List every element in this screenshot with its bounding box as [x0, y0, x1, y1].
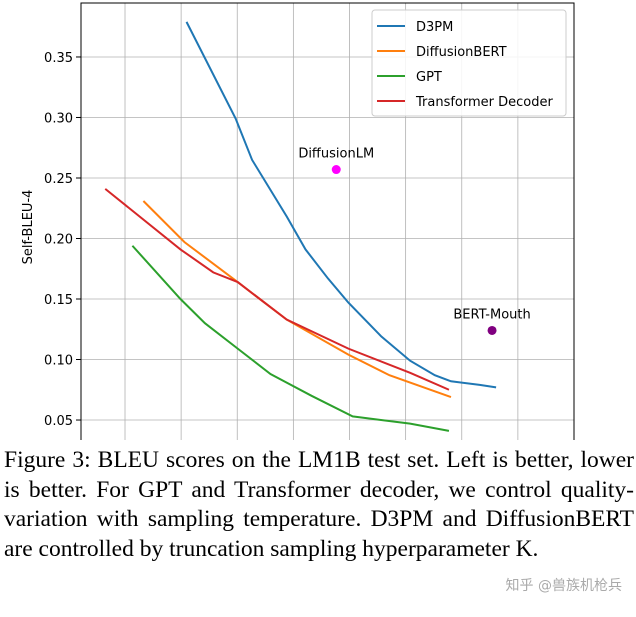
point-diffusionlm [331, 165, 341, 175]
point-label: DiffusionLM [298, 147, 374, 162]
point-bert-mouth [487, 325, 497, 335]
y-tick-label: 0.10 [44, 354, 73, 369]
series-line-d3pm [185, 21, 497, 389]
series-line-transformer-decoder [104, 188, 450, 391]
y-tick-label: 0.15 [44, 293, 73, 308]
legend-entry: DiffusionBERT [416, 45, 507, 60]
y-tick-label: 0.25 [44, 172, 73, 187]
legend-entry: Transformer Decoder [415, 95, 553, 110]
legend-entry: GPT [416, 70, 442, 85]
figure-caption: Figure 3: BLEU scores on the LM1B test s… [4, 447, 634, 562]
y-tick-label: 0.05 [44, 414, 73, 429]
y-tick-label: 0.35 [44, 51, 73, 66]
y-tick-label: 0.20 [44, 232, 73, 247]
chart: −0.450−0.425−0.400−0.375−0.350−0.325−0.3… [21, 2, 575, 440]
legend-entry: D3PM [416, 20, 453, 35]
watermark: 知乎 @兽族机枪兵 [505, 575, 622, 595]
plot-frame [80, 2, 575, 440]
legend-box [371, 9, 567, 117]
y-axis-label: Self-BLEU-4 [21, 190, 36, 265]
series-line-gpt [131, 245, 450, 432]
y-tick-label: 0.30 [44, 111, 73, 126]
point-label: BERT-Mouth [453, 307, 530, 322]
